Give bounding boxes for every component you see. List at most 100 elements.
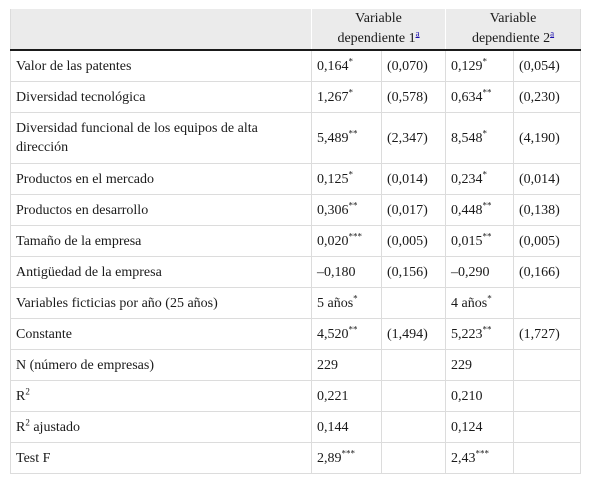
coefficient-2-cell: 8,548*: [445, 112, 514, 164]
significance-2: *: [482, 55, 488, 66]
std-error-2-cell: (4,190): [513, 112, 581, 164]
significance-2: **: [482, 323, 492, 334]
std-error-1: (1,494): [387, 326, 428, 342]
coefficient-1: 0,306: [317, 202, 349, 218]
footnote-link-a[interactable]: a: [550, 28, 555, 39]
coefficient-2: –0,290: [451, 264, 490, 280]
coefficient-1: 229: [317, 357, 338, 373]
footnote-link-a[interactable]: a: [415, 28, 420, 39]
coefficient-1-cell: 4,520**: [311, 318, 382, 350]
coefficient-1-cell: –0,180: [311, 256, 382, 288]
coefficient-2-cell: 0,210: [445, 380, 514, 412]
table-row: Variables ficticias por año (25 años) 5 a…: [10, 287, 581, 319]
std-error-1: (2,347): [387, 130, 428, 146]
std-error-2-cell: [513, 349, 581, 381]
std-error-1-cell: [380, 442, 446, 474]
row-label-cell: Valor de las patentes: [10, 50, 312, 82]
std-error-2-cell: (0,138): [513, 194, 581, 226]
row-label-cell: Diversidad tecnológica: [10, 81, 312, 113]
row-label-superscript: 2: [25, 416, 30, 427]
std-error-1-cell: (0,017): [380, 194, 446, 226]
coefficient-1: 1,267: [317, 89, 349, 105]
coefficient-1-cell: 0,221: [311, 380, 382, 412]
std-error-2: (0,230): [519, 89, 560, 105]
std-error-2: (4,190): [519, 130, 560, 146]
std-error-2-cell: [513, 411, 581, 443]
coefficient-1: 0,125: [317, 171, 349, 187]
row-label-cell: Diversidad funcional de los equipos de a…: [10, 112, 312, 164]
std-error-2-cell: [513, 442, 581, 474]
std-error-1: (0,578): [387, 89, 428, 105]
std-error-1-cell: (0,578): [380, 81, 446, 113]
coefficient-2-cell: 0,634**: [445, 81, 514, 113]
std-error-2-cell: (0,230): [513, 81, 581, 113]
std-error-2: (1,727): [519, 326, 560, 342]
coefficient-2-cell: 0,234*: [445, 163, 514, 195]
std-error-2-cell: (0,005): [513, 225, 581, 257]
coefficient-2-cell: 229: [445, 349, 514, 381]
header-1-line1: Variable: [355, 11, 402, 26]
significance-2: ***: [475, 447, 490, 458]
significance-2: *: [487, 292, 492, 303]
coefficient-2: 0,210: [451, 388, 483, 404]
coefficient-2-cell: 4 años*: [445, 287, 514, 319]
std-error-2: (0,138): [519, 202, 560, 218]
table-row: Test F 2,89*** 2,43***: [10, 442, 581, 474]
significance-1: **: [348, 127, 358, 138]
row-label: Valor de las patentes: [16, 58, 132, 74]
std-error-1-cell: [380, 411, 446, 443]
coefficient-2: 0,634: [451, 89, 483, 105]
std-error-1-cell: (0,014): [380, 163, 446, 195]
significance-1: ***: [341, 447, 356, 458]
significance-1: *: [348, 86, 354, 97]
row-label-cell: Productos en el mercado: [10, 163, 312, 195]
table-row: Productos en el mercado 0,125* (0,014) 0,23…: [10, 163, 581, 195]
row-label-suffix: ajustado: [29, 419, 80, 435]
coefficient-1: 0,144: [317, 419, 349, 435]
table-row: R2 0,221 0,210: [10, 380, 581, 412]
coefficient-1-cell: 2,89***: [311, 442, 382, 474]
row-label-cell: Test F: [10, 442, 312, 474]
coefficient-1: 0,020: [317, 233, 349, 249]
std-error-2-cell: [513, 380, 581, 412]
header-2-line1: Variable: [489, 11, 537, 26]
significance-2: **: [482, 199, 492, 210]
header-dependent-variable-1: Variable dependiente 1a: [310, 9, 446, 51]
coefficient-2-cell: 2,43***: [445, 442, 514, 474]
significance-1: *: [348, 168, 354, 179]
coefficient-1: 5 años: [317, 295, 354, 311]
significance-1: *: [348, 55, 354, 66]
significance-1: **: [348, 323, 358, 334]
significance-1: **: [348, 199, 358, 210]
significance-2: *: [482, 127, 488, 138]
std-error-1-cell: (0,156): [380, 256, 446, 288]
std-error-2-cell: (0,054): [513, 50, 581, 82]
std-error-1-cell: (0,070): [380, 50, 446, 82]
coefficient-1-cell: 229: [311, 349, 382, 381]
coefficient-1: –0,180: [317, 264, 356, 280]
coefficient-1-cell: 0,144: [311, 411, 382, 443]
row-label-cell: N (número de empresas): [10, 349, 312, 381]
coefficient-2-cell: 5,223**: [445, 318, 514, 350]
row-label: Variables ficticias por año (25 años): [16, 295, 218, 311]
coefficient-2: 0,129: [451, 58, 483, 74]
table-body: Valor de las patentes 0,164* (0,070) 0,129*…: [10, 50, 581, 474]
coefficient-1-cell: 1,267*: [311, 81, 382, 113]
coefficient-2: 0,015: [451, 233, 483, 249]
std-error-2-cell: (0,166): [513, 256, 581, 288]
row-label-cell: Tamaño de la empresa: [10, 225, 312, 257]
coefficient-2-cell: 0,124: [445, 411, 514, 443]
header-blank: [10, 9, 312, 51]
table-row: Tamaño de la empresa 0,020*** (0,005) 0,015…: [10, 225, 581, 257]
row-label-cell: Productos en desarrollo: [10, 194, 312, 226]
row-label: R: [16, 388, 26, 404]
std-error-1-cell: [380, 349, 446, 381]
coefficient-1-cell: 5,489**: [311, 112, 382, 164]
header-1-line2: dependiente 1a: [312, 29, 445, 49]
row-label-cell: R2: [10, 380, 312, 412]
row-label-cell: Antigüedad de la empresa: [10, 256, 312, 288]
coefficient-1-cell: 0,125*: [311, 163, 382, 195]
significance-1: *: [353, 292, 358, 303]
coefficient-1-cell: 0,020***: [311, 225, 382, 257]
significance-2: **: [482, 86, 492, 97]
